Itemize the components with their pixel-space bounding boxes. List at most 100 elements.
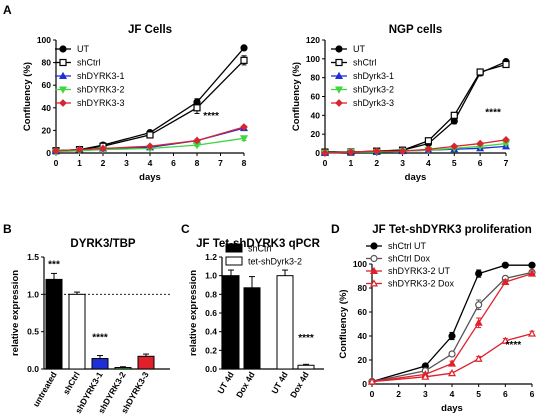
significance-annotation: **** <box>203 111 219 122</box>
legend-marker <box>59 58 67 67</box>
y-tick-label: 20 <box>358 355 368 365</box>
y-tick-label: 80 <box>358 283 368 293</box>
y-tick-label: 100 <box>353 259 367 269</box>
x-tick-label: 2 <box>101 158 106 168</box>
significance-annotation: **** <box>485 107 501 118</box>
data-point <box>475 270 483 278</box>
y-tick-label: 40 <box>311 110 321 120</box>
legend-marker <box>58 71 68 79</box>
legend-label: shDYRK3-1 <box>77 71 125 81</box>
y-axis-label: relative expression <box>188 270 199 356</box>
x-tick-label: 3 <box>124 158 129 168</box>
legend-marker <box>369 266 379 274</box>
series-line <box>371 272 533 383</box>
legend-marker <box>335 45 343 53</box>
data-point <box>501 336 510 344</box>
data-point <box>528 261 536 269</box>
data-point <box>52 146 60 155</box>
legend-label: shDYRK3-3 <box>77 98 125 108</box>
chart-jf-cells: JF Cells 0 20 40 60 80 100 0 1 2 3 4 6 8 7 8 days Conflue… <box>22 24 249 183</box>
y-tick-label: 60 <box>358 307 368 317</box>
legend-marker <box>334 71 344 79</box>
x-axis-label: days <box>139 172 161 183</box>
y-tick-label: 0.6 <box>205 308 217 318</box>
data-point <box>240 44 248 52</box>
y-tick-label: 0.2 <box>205 345 217 355</box>
chart-ngp-cells: NGP cells 0 20 40 60 80 100 120 0 1 2 3 4 5 6 7 days Conf… <box>291 24 511 183</box>
legend-label: UT <box>353 44 365 54</box>
data-point <box>448 332 456 340</box>
significance-annotation: **** <box>506 340 522 351</box>
data-point <box>424 145 433 154</box>
chart-title: DYRK3/TBP <box>70 238 136 250</box>
category-label: Dox 4d <box>234 370 257 400</box>
y-axis-label: Confluency (%) <box>22 62 33 131</box>
y-tick-label: 20 <box>42 125 52 135</box>
data-point <box>398 147 407 155</box>
x-tick-label: 0 <box>370 389 375 399</box>
chart-title: JF Cells <box>128 24 172 36</box>
legend-swatch <box>225 243 243 253</box>
data-point <box>474 354 483 362</box>
bar <box>276 275 294 370</box>
x-tick-label: 5 <box>452 158 457 168</box>
y-tick-label: 0.8 <box>205 289 217 299</box>
legend-marker <box>58 86 68 94</box>
data-point <box>321 149 329 157</box>
legend-marker <box>59 99 67 107</box>
category-label: UT 4d <box>215 370 235 395</box>
x-tick-label: 1 <box>77 158 82 168</box>
y-tick-label: 40 <box>358 331 368 341</box>
x-tick-label: 4 <box>450 389 455 399</box>
y-tick-label: 1.0 <box>27 289 39 299</box>
data-point <box>450 111 458 119</box>
category-label: untreated <box>31 370 59 409</box>
data-point <box>367 377 377 385</box>
chart-title: NGP cells <box>389 24 443 36</box>
bar <box>243 287 261 370</box>
y-tick-label: 1.5 <box>27 252 39 262</box>
y-tick-label: 1.2 <box>205 252 217 262</box>
data-point <box>240 123 248 131</box>
data-point <box>347 148 355 156</box>
legend-marker <box>334 86 344 94</box>
legend-marker <box>335 58 343 67</box>
legend-marker <box>370 242 378 250</box>
data-point <box>372 147 381 155</box>
x-tick-label: 4 <box>148 158 153 168</box>
data-point <box>193 136 201 145</box>
bar <box>68 293 86 370</box>
x-tick-label: 2 <box>374 158 379 168</box>
data-point <box>99 144 107 153</box>
data-point <box>447 359 457 367</box>
chart-qpcr: JF Tet-shDYRK3 qPCR0.00.20.40.60.81.01.2… <box>188 238 324 400</box>
data-point <box>146 131 154 139</box>
data-point <box>476 139 484 148</box>
bar <box>297 364 315 370</box>
series-line <box>371 271 533 383</box>
y-tick-label: 0 <box>315 148 320 158</box>
y-axis-label: relative expression <box>10 270 21 356</box>
x-tick-label: 7 <box>504 158 509 168</box>
y-tick-label: 60 <box>42 80 52 90</box>
panel-letter-d: D <box>331 222 340 236</box>
y-axis-label: Confluency (%) <box>338 289 349 358</box>
legend-swatch <box>225 256 243 266</box>
category-label: UT 4d <box>269 370 289 395</box>
y-tick-label: 80 <box>311 73 321 83</box>
x-tick-label: 6 <box>478 158 483 168</box>
x-axis-label: days <box>441 403 463 414</box>
bar <box>91 358 109 370</box>
y-tick-label: 0 <box>362 379 367 389</box>
bar <box>137 355 155 370</box>
data-point <box>527 269 537 277</box>
data-point <box>501 261 509 269</box>
bar <box>114 367 132 370</box>
y-tick-label: 0.0 <box>205 364 217 374</box>
y-tick-label: 0.4 <box>205 327 217 337</box>
series-line <box>371 332 533 383</box>
x-tick-label: 0 <box>323 158 328 168</box>
series-line <box>371 264 532 383</box>
y-tick-label: 0.0 <box>27 364 39 374</box>
